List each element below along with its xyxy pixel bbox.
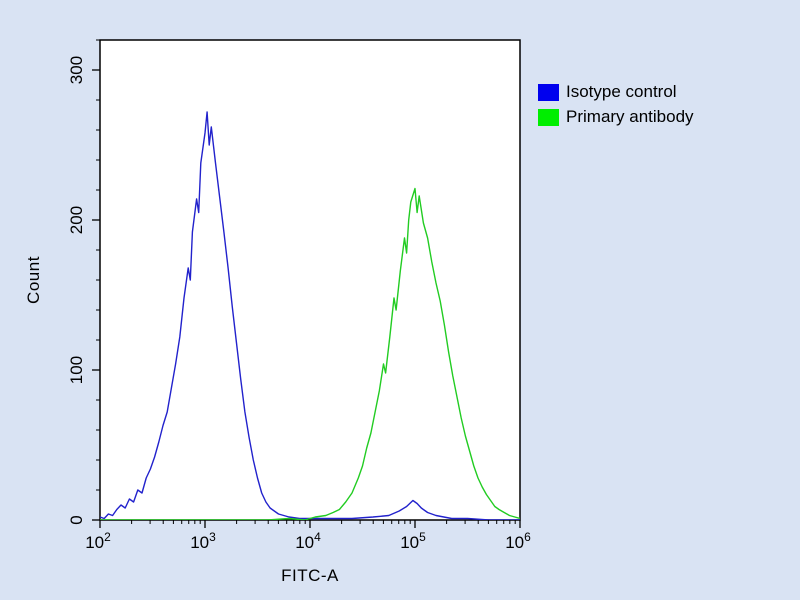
y-tick-label: 100 (67, 356, 86, 384)
x-tick-label: 105 (400, 530, 426, 552)
curve-isotype-control (100, 111, 520, 520)
y-tick-label: 300 (67, 56, 86, 84)
legend-label: Isotype control (566, 82, 677, 101)
legend-label: Primary antibody (566, 107, 694, 126)
legend-swatch-green (538, 108, 559, 126)
x-tick-label: 106 (505, 530, 531, 552)
x-axis-label: FITC-A (281, 566, 339, 585)
x-tick-label: 104 (295, 530, 321, 552)
legend-item-primary-antibody: Primary antibody (538, 107, 694, 127)
x-tick-label: 102 (85, 530, 111, 552)
x-tick-label: 103 (190, 530, 216, 552)
chart-legend: Isotype control Primary antibody (538, 82, 694, 127)
y-tick-label: 0 (67, 515, 86, 524)
plot-area (99, 39, 521, 521)
legend-swatch-blue (538, 83, 559, 101)
curve-primary-antibody (100, 187, 520, 520)
legend-item-isotype-control: Isotype control (538, 82, 694, 102)
y-axis-label: Count (24, 256, 43, 304)
y-tick-label: 200 (67, 206, 86, 234)
